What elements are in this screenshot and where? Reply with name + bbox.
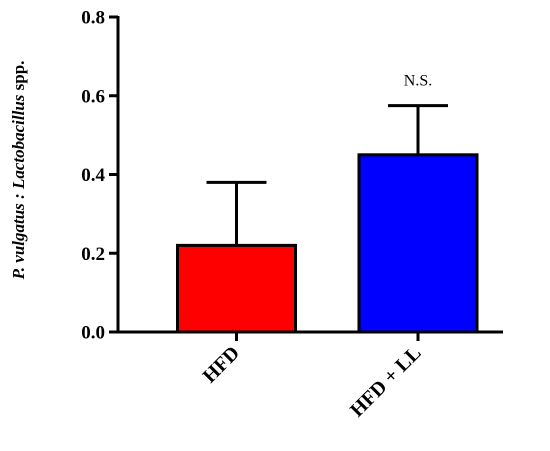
y-axis-label: P. vulgatus : Lactobacillus spp.: [9, 61, 28, 281]
x-tick-label: HFD: [199, 342, 244, 387]
bar: [176, 243, 297, 334]
y-axis-label-italic: P. vulgatus : Lactobacillus: [9, 94, 28, 280]
significance-annotation: N.S.: [404, 73, 432, 90]
y-tick-label: 0.6: [81, 86, 105, 107]
y-tick-label: 0.4: [81, 165, 105, 186]
y-tick-label: 0.0: [81, 323, 105, 344]
y-axis: 0.0 0.2 0.4 0.6 0.8: [81, 8, 120, 344]
category-labels: HFD HFD + LL: [199, 342, 426, 421]
bar: [357, 153, 479, 334]
annotations: N.S.: [404, 73, 432, 90]
y-axis-label-normal: spp.: [9, 61, 28, 95]
y-tick-label: 0.2: [81, 244, 105, 265]
y-tick-label: 0.8: [81, 8, 105, 29]
bars: [176, 153, 479, 334]
x-tick-label: HFD + LL: [346, 342, 425, 421]
error-bars: [206, 104, 448, 246]
